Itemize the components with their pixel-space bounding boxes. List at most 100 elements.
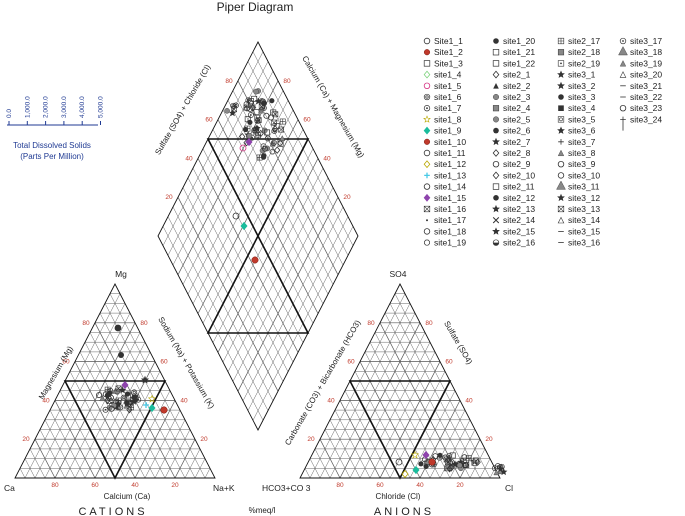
legend-entry: site2_14 xyxy=(492,215,535,225)
marker-circle-ring xyxy=(423,93,431,101)
legend-entry: site1_16 xyxy=(423,204,466,214)
sample-points xyxy=(95,88,508,479)
marker-circle-ring-inner xyxy=(425,95,429,99)
legend-label: Site1_1 xyxy=(434,36,463,46)
legend-entry: site1_10 xyxy=(423,137,466,147)
tds-units: (Parts Per Million) xyxy=(20,152,84,161)
marker-circle-gray xyxy=(493,93,500,100)
marker-circle-dark xyxy=(493,127,499,134)
marker-diamond-open xyxy=(474,458,481,466)
cation-axis-bottom: Calcium (Ca) xyxy=(104,492,151,501)
anion-gridline xyxy=(319,303,411,479)
legend-label: site2_11 xyxy=(503,182,535,192)
marker-circle-gray xyxy=(224,108,230,114)
marker-star-dark xyxy=(557,81,565,90)
marker-square-x-cross xyxy=(423,205,431,213)
tick-label: 60 xyxy=(303,117,311,124)
marker-square-dark xyxy=(558,105,564,111)
tick-label: 80 xyxy=(140,320,148,327)
legend-label: site3_15 xyxy=(568,226,600,236)
legend-entry: site3_22 xyxy=(620,92,662,102)
tick-label: 20 xyxy=(456,482,464,489)
marker-star-open xyxy=(423,115,431,123)
legend-entry: site3_2 xyxy=(557,81,596,91)
legend-label: site3_8 xyxy=(568,148,596,158)
legend-label: site1_22 xyxy=(503,58,535,68)
marker-circle-red xyxy=(251,256,259,264)
marker-circle-dot xyxy=(423,105,431,112)
cation-gridline xyxy=(124,390,171,479)
marker-diamond-open xyxy=(492,171,500,180)
marker-circle-dot xyxy=(135,396,142,403)
marker-cross-dark xyxy=(492,217,500,224)
tick-label: 60 xyxy=(205,117,213,124)
marker-triangle-dark xyxy=(493,83,499,89)
cation-subfield xyxy=(63,380,167,480)
marker-circle-dot xyxy=(260,143,267,150)
legend-entry: site2_12 xyxy=(493,193,535,203)
legend-entry: site3_11 xyxy=(556,180,600,192)
legend-label: site1_11 xyxy=(434,148,466,158)
marker-circle-open xyxy=(461,454,468,461)
cation-apex-ca: Ca xyxy=(4,483,15,493)
legend-entry: site1_9 xyxy=(423,126,462,136)
tds-title: Total Dissolved Solids xyxy=(13,141,91,150)
marker-square-ring-inner xyxy=(559,117,563,122)
legend-entry: site3_13 xyxy=(557,204,600,214)
marker-circle-open xyxy=(232,212,240,220)
tick-label: 60 xyxy=(445,359,453,366)
legend-entry: site3_8 xyxy=(557,148,596,158)
diamond-grid xyxy=(157,41,359,431)
marker-star-dark xyxy=(557,126,565,134)
marker-star-open xyxy=(410,450,420,459)
legend-label: site1_5 xyxy=(434,81,462,91)
marker-circle-red xyxy=(160,406,168,414)
legend-label: site2_1 xyxy=(503,70,531,80)
marker-square-cross-lines xyxy=(461,458,467,464)
legend-label: site3_12 xyxy=(568,193,600,203)
marker-circle-pink xyxy=(239,144,247,152)
marker-circle-red xyxy=(423,49,431,56)
page-title: Piper Diagram xyxy=(217,0,294,14)
legend-entry: Site1_2 xyxy=(423,47,463,57)
legend-entry: site3_15 xyxy=(558,226,600,236)
tick-label: 80 xyxy=(336,482,344,489)
marker-circle-open xyxy=(247,99,254,106)
anion-gridline xyxy=(374,332,451,479)
marker-circle-ring xyxy=(271,127,278,134)
tick-label: 80 xyxy=(51,482,59,489)
legend-label: site3_5 xyxy=(568,114,596,124)
tick-label: 80 xyxy=(225,78,233,85)
legend-label: site1_21 xyxy=(503,47,535,57)
legend-entry: site2_13 xyxy=(492,204,535,214)
anion-gridline xyxy=(344,390,391,479)
legend-label: site3_23 xyxy=(630,103,662,113)
anion-gridline xyxy=(379,322,461,479)
anion-gridline xyxy=(349,332,426,479)
tds-tick-label: 3,000.0 xyxy=(61,96,68,118)
marker-square-open xyxy=(492,49,500,56)
marker-circle-open xyxy=(264,135,271,142)
marker-circle-dot-center xyxy=(137,398,140,401)
marker-square-open xyxy=(423,60,431,67)
marker-circle-open xyxy=(259,98,266,105)
legend-label: site3_3 xyxy=(568,92,596,102)
marker-diamond-open xyxy=(249,104,256,112)
marker-diamond-open xyxy=(126,405,133,414)
cations-caption: CATIONS xyxy=(78,506,147,516)
marker-circle-open xyxy=(432,453,439,460)
anion-gridline xyxy=(449,429,476,479)
marker-square-open xyxy=(492,60,500,67)
marker-diamond-open xyxy=(492,70,500,79)
marker-circle-dark xyxy=(423,463,429,470)
legend-entry: site3_14 xyxy=(557,215,600,225)
cation-apex-nak: Na+K xyxy=(213,483,235,493)
marker-circle-open xyxy=(95,392,102,399)
legend-entry: site3_17 xyxy=(619,36,662,46)
anion-gridline xyxy=(364,351,431,479)
legend-label: site1_13 xyxy=(434,170,466,180)
legend-entry: site3_10 xyxy=(557,170,600,180)
legend-entry: site2_17 xyxy=(557,36,600,46)
anion-gridline xyxy=(339,322,421,479)
legend-entry: site1_22 xyxy=(492,58,535,68)
